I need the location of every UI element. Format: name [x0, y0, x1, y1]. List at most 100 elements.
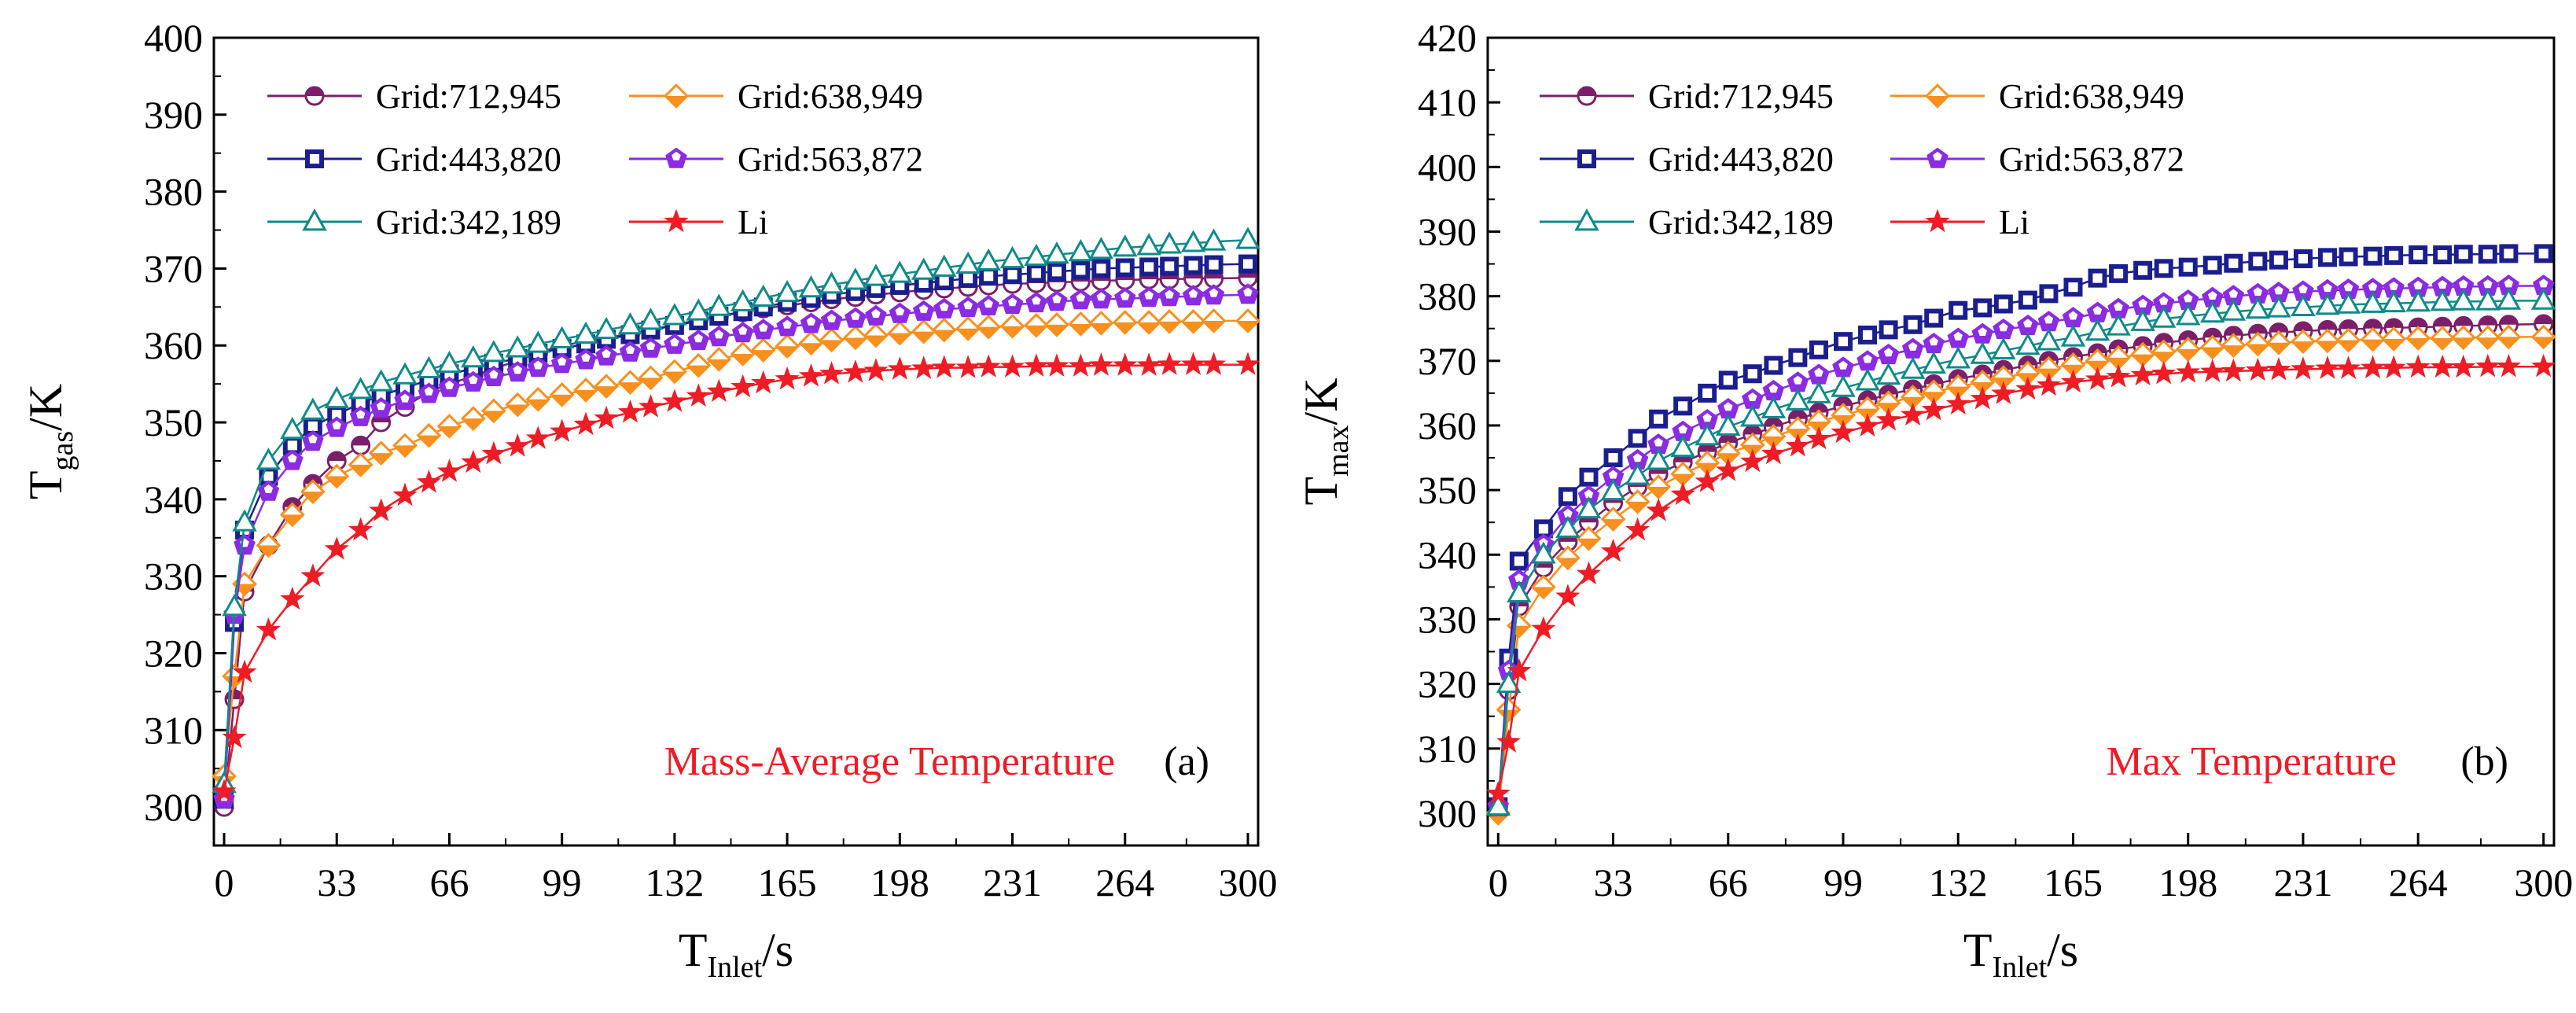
chart-a-point-inner: [918, 278, 929, 289]
chart-a-point: [1235, 227, 1260, 249]
chart-a-legend-item: Grid:563,872: [629, 140, 923, 179]
chart-b-legend-label: Grid:443,820: [1648, 140, 1834, 179]
chart-a-ytick-label: 350: [144, 400, 203, 444]
chart-b-point: [2381, 289, 2406, 313]
chart-a-xtick-label: 165: [758, 860, 817, 904]
chart-b-point: [2106, 313, 2131, 336]
chart-b-point-half: [2407, 338, 2429, 349]
chart-b-point-half: [1719, 434, 1737, 444]
chart-b-point: [1806, 425, 1831, 450]
chart-a-point-inner: [444, 381, 454, 389]
chart-b-point-half: [2385, 319, 2403, 328]
chart-a-legend-label: Grid:342,189: [376, 203, 561, 241]
chart-a-point-inner: [1031, 268, 1041, 278]
chart-a-point: [662, 389, 687, 412]
chart-a-point-half: [462, 418, 484, 429]
chart-a-xtick-label: 33: [317, 860, 356, 904]
chart-b-point-inner: [1813, 344, 1824, 355]
chart-b-point: [1555, 584, 1581, 607]
chart-a-point: [256, 448, 282, 470]
chart-b-point-inner: [1793, 352, 1803, 363]
chart-b-point: [1625, 462, 1650, 485]
chart-b-point: [2106, 364, 2131, 388]
chart-b-point-inner: [1978, 327, 1987, 336]
chart-b-point-inner: [1748, 392, 1757, 401]
chart-a-point-inner: [1076, 293, 1086, 302]
chart-b-point-inner: [2323, 283, 2332, 293]
chart-b-point: [2381, 355, 2406, 379]
chart-b-point-half: [2247, 344, 2269, 355]
chart-a-point: [324, 536, 349, 560]
chart-b-point-half: [2453, 337, 2475, 348]
chart-b-point: [2335, 291, 2361, 314]
chart-b-point-half: [1557, 558, 1579, 569]
chart-b-point-half: [2086, 360, 2109, 372]
chart-b-legend-label: Grid:638,949: [1999, 77, 2184, 116]
chart-b-point-half: [2155, 333, 2173, 343]
chart-a-point-inner: [670, 337, 679, 347]
chart-a-point-inner: [263, 484, 274, 493]
chart-b-point-inner: [2022, 295, 2033, 305]
chart-b-xtick-label: 300: [2514, 860, 2573, 904]
chart-b-point-half: [1602, 519, 1625, 530]
chart-b-ytick-label: 360: [1418, 403, 1477, 448]
chart-b-point-inner: [1793, 375, 1803, 385]
chart-b-point: [2451, 288, 2476, 311]
chart-b-point-half: [1765, 418, 1783, 427]
chart-b-point: [2151, 305, 2177, 328]
chart-b-ytick-label: 370: [1418, 339, 1477, 383]
chart-a-point: [730, 374, 756, 398]
chart-a-point-inner: [533, 360, 543, 370]
chart-a-ytick-label: 310: [144, 708, 203, 752]
chart-b-point: [1600, 538, 1626, 562]
chart-b-point: [2335, 355, 2361, 379]
chart-a-point: [911, 355, 937, 379]
chart-b-point-inner: [2092, 306, 2103, 315]
chart-b-point-half: [1834, 397, 1852, 407]
chart-a-point: [416, 355, 442, 378]
chart-a-legend: Grid:712,945 Grid:638,949 Grid:443,820 Grid…: [267, 77, 923, 241]
chart-a-point-inner: [308, 434, 318, 444]
chart-b-point-inner: [1814, 367, 1823, 377]
chart-a-series-4: [212, 227, 1260, 794]
chart-b-legend-item: Grid:712,945: [1540, 77, 1834, 116]
chart-b-point-inner: [1514, 556, 1524, 566]
chart-a-point: [594, 316, 619, 340]
chart-a-point-inner: [963, 300, 973, 310]
chart-b-point: [1991, 381, 2016, 404]
chart-b-point: [2130, 362, 2155, 386]
chart-a-point: [1024, 243, 1049, 267]
chart-b-point-half: [2269, 323, 2287, 333]
chart-b-xtick-label: 132: [1929, 860, 1988, 904]
chart-a-point: [1180, 230, 1206, 252]
chart-b-point-half: [1533, 587, 1555, 599]
chart-b-legend-item: Grid:563,872: [1890, 140, 2184, 179]
chart-b-point-half: [2361, 339, 2384, 351]
chart-a-legend-label: Grid:443,820: [376, 140, 561, 179]
chart-a-point: [594, 405, 619, 429]
chart-b-x-axis-label: TInlet/s: [1963, 924, 2078, 984]
chart-a-point: [955, 251, 981, 274]
chart-a-xtick-label: 300: [1218, 860, 1277, 904]
chart-a-point-half: [418, 435, 440, 447]
chart-a-legend-marker-half: [665, 96, 687, 107]
chart-a-point-inner: [288, 453, 297, 462]
chart-b-point-inner: [1654, 437, 1663, 447]
chart-a-point: [461, 345, 486, 368]
chart-a-xtick-label: 264: [1095, 860, 1154, 904]
chart-b-point-inner: [2068, 282, 2078, 293]
chart-b-point: [2130, 308, 2155, 331]
chart-b-point: [1991, 337, 2016, 360]
chart-panel-b: 300 310 320 330 340 350 360 370 380 390 400 410 420 0…: [1295, 16, 2573, 984]
chart-b-point-inner: [2138, 298, 2147, 308]
chart-a-point: [1202, 352, 1227, 375]
chart-a-point-inner: [984, 299, 993, 308]
chart-b-point-inner: [2322, 252, 2333, 263]
chart-b-point-inner: [1608, 470, 1618, 479]
chart-b-point: [1761, 396, 1787, 418]
chart-b-point: [2245, 357, 2270, 381]
chart-b-point: [2530, 287, 2556, 310]
chart-a-point-half: [394, 445, 416, 457]
chart-b-legend-marker-inner: [1581, 153, 1592, 164]
chart-b-point-inner: [2044, 289, 2054, 299]
